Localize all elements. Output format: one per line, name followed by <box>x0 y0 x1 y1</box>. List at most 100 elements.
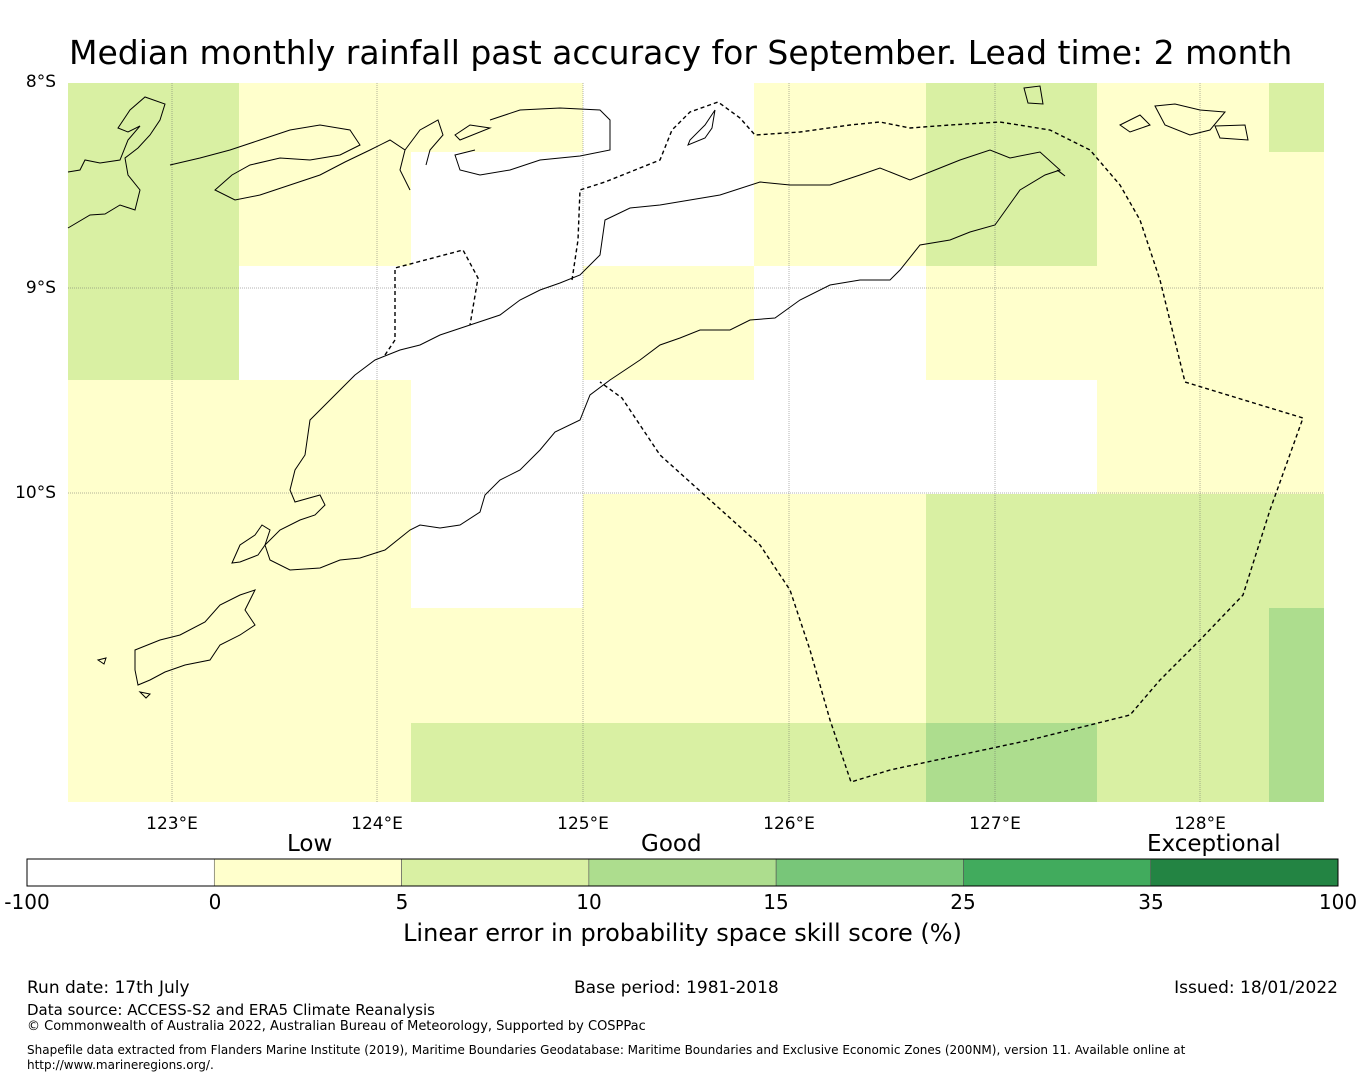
skill-grid-cells <box>68 83 1324 802</box>
lon-label-126e: 126°E <box>763 814 815 834</box>
grid-cell <box>926 494 1097 608</box>
grid-cell <box>583 380 754 494</box>
coastline-atauro <box>454 124 492 141</box>
colorbar-tick: 5 <box>395 890 409 914</box>
coastline-flores <box>67 96 166 229</box>
map-title: Median monthly rainfall past accuracy fo… <box>69 33 1293 72</box>
grid-cell <box>754 608 926 723</box>
coastlines <box>67 85 1249 699</box>
grid-cell <box>583 608 754 723</box>
grid-cell <box>68 608 239 723</box>
lat-label-8s: 8°S <box>25 72 56 92</box>
colorbar-label: Linear error in probability space skill … <box>403 919 962 947</box>
grid-cell <box>1269 152 1324 266</box>
grid-cell <box>411 152 583 266</box>
colorbar-tick: 15 <box>763 890 789 914</box>
grid-cell <box>926 152 1097 266</box>
grid-cell <box>239 380 411 494</box>
grid-cell <box>754 152 926 266</box>
grid-cell <box>239 494 411 608</box>
coastline-wetar <box>454 107 611 176</box>
coastline-rote-savu <box>231 524 271 564</box>
grid-cell <box>239 723 411 802</box>
colorbar-box <box>588 858 777 887</box>
grid-cell <box>1269 608 1324 723</box>
grid-cell <box>1097 494 1269 608</box>
grid-cell <box>411 608 583 723</box>
grid-cell <box>926 608 1097 723</box>
coastline-alor <box>404 119 444 166</box>
grid-cell <box>1097 380 1269 494</box>
grid-cell <box>583 83 754 152</box>
grid-cell <box>68 494 239 608</box>
colorbar-box <box>213 858 402 887</box>
grid-cell <box>239 608 411 723</box>
base-period: Base period: 1981-2018 <box>574 978 779 998</box>
grid-cell <box>411 723 583 802</box>
lat-label-10s: 10°S <box>15 483 56 503</box>
grid-cell <box>754 380 926 494</box>
grid-cell <box>754 494 926 608</box>
grid-cell <box>1269 723 1324 802</box>
eez-timor-leste-north <box>571 101 1304 783</box>
copyright: © Commonwealth of Australia 2022, Austra… <box>27 1019 646 1034</box>
grid-cell <box>583 152 754 266</box>
colorbar-box <box>1150 858 1339 887</box>
run-date: Run date: 17th July <box>27 978 190 998</box>
lon-label-124e: 124°E <box>351 814 403 834</box>
coastline-sumba <box>134 589 256 686</box>
grid-cell <box>239 152 411 266</box>
grid-cell <box>1269 83 1324 152</box>
lon-label-125e: 125°E <box>557 814 609 834</box>
lon-label-123e: 123°E <box>146 814 198 834</box>
grid-cell <box>926 266 1097 380</box>
shapefile-credit: Shapefile data extracted from Flanders M… <box>27 1043 1185 1073</box>
colorbar-box <box>401 858 590 887</box>
category-low: Low <box>287 831 333 857</box>
grid-cell <box>1269 266 1324 380</box>
colorbar-tick: -100 <box>4 890 50 914</box>
colorbar-tick: 10 <box>576 890 602 914</box>
coastline-islets <box>96 85 1249 699</box>
grid-cell <box>1097 266 1269 380</box>
colorbar-box <box>963 858 1152 887</box>
grid-cell <box>68 723 239 802</box>
coastline-timor-north <box>264 149 1061 571</box>
grid-cell <box>239 83 411 152</box>
category-good: Good <box>641 831 702 857</box>
grid-cell <box>239 266 411 380</box>
grid-cell <box>754 723 926 802</box>
eez-oecusse <box>384 249 479 356</box>
grid-cell <box>1097 152 1269 266</box>
category-exceptional: Exceptional <box>1147 831 1281 857</box>
grid-cell <box>411 380 583 494</box>
grid-cell <box>926 723 1097 802</box>
shapefile-credit-line1: Shapefile data extracted from Flanders M… <box>27 1043 1186 1057</box>
grid-cell <box>583 494 754 608</box>
colorbar-box <box>775 858 964 887</box>
colorbar-tick: 100 <box>1318 890 1358 914</box>
colorbar-outline <box>26 858 1339 887</box>
colorbar-tick: 35 <box>1138 890 1164 914</box>
grid-cell <box>68 83 239 152</box>
coastline-solor <box>169 124 411 201</box>
grid-cell <box>1097 723 1269 802</box>
maritime-boundaries <box>384 101 1304 783</box>
colorbar-tick: 25 <box>950 890 976 914</box>
colorbar-boxes <box>26 858 1339 887</box>
grid-cell <box>411 266 583 380</box>
grid-cell <box>411 494 583 608</box>
grid-cell <box>1269 494 1324 608</box>
grid-cell <box>1097 83 1269 152</box>
colorbar-box <box>26 858 215 887</box>
grid-cell <box>68 380 239 494</box>
lon-label-128e: 128°E <box>1174 814 1226 834</box>
lat-label-9s: 9°S <box>25 278 56 298</box>
grid-cell <box>583 266 754 380</box>
grid-cell <box>754 83 926 152</box>
graticule <box>68 83 1324 802</box>
coastline-small-isles <box>687 109 716 146</box>
grid-cell <box>68 152 239 266</box>
shapefile-credit-line2: http://www.marineregions.org/. <box>27 1058 214 1072</box>
